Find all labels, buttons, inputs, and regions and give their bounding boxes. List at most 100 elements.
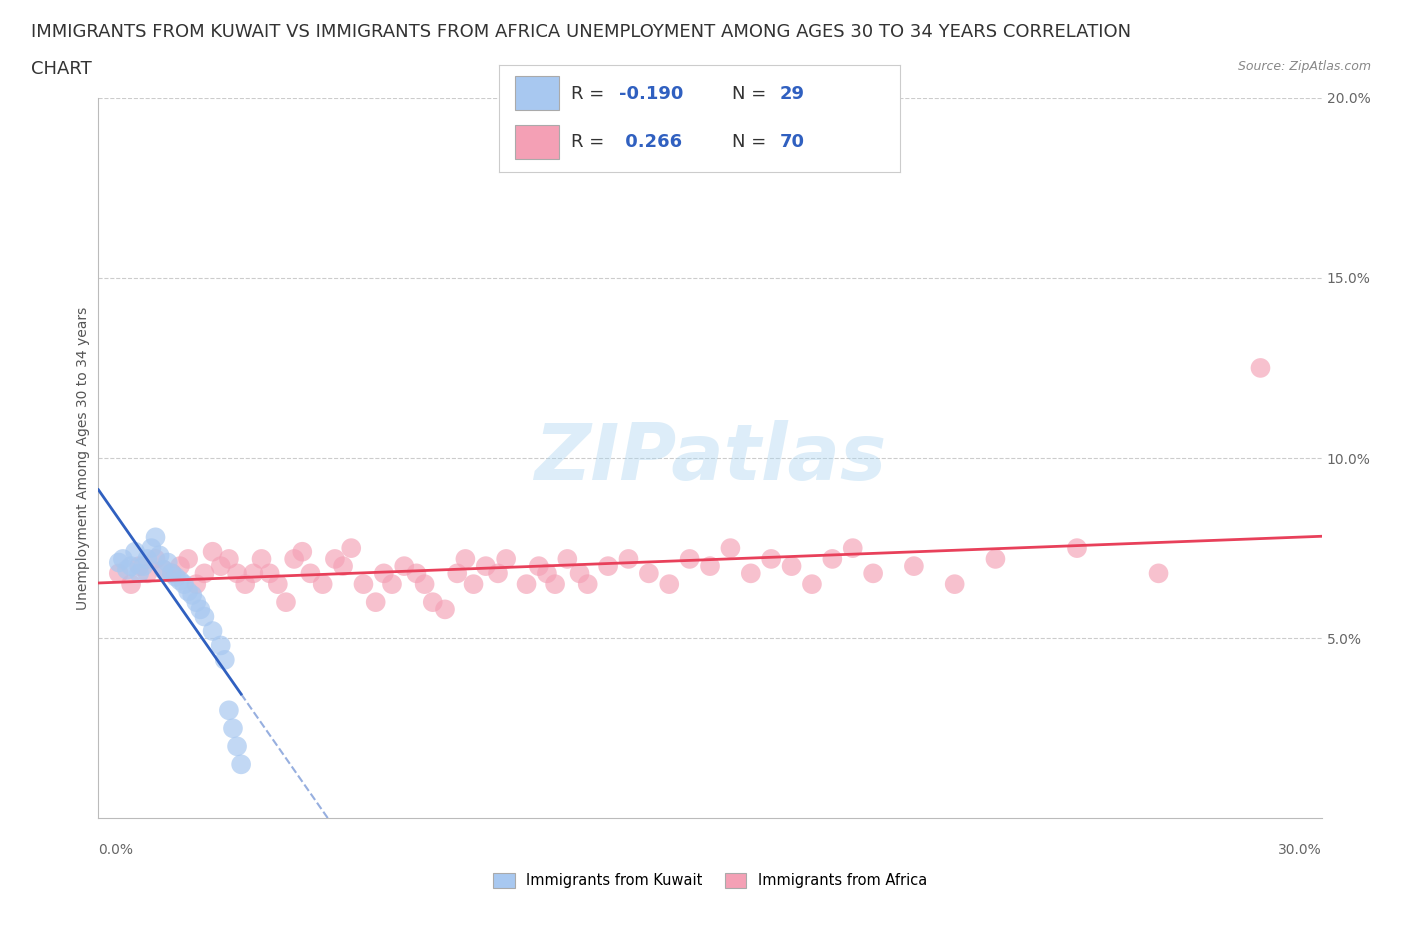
Point <box>108 555 131 570</box>
Point <box>274 595 297 610</box>
Point <box>132 559 155 574</box>
FancyBboxPatch shape <box>515 125 560 159</box>
Point <box>283 551 305 566</box>
Text: 70: 70 <box>779 133 804 151</box>
Text: CHART: CHART <box>31 60 91 78</box>
Text: IMMIGRANTS FROM KUWAIT VS IMMIGRANTS FROM AFRICA UNEMPLOYMENT AMONG AGES 30 TO 3: IMMIGRANTS FROM KUWAIT VS IMMIGRANTS FRO… <box>31 23 1130 41</box>
Point <box>495 551 517 566</box>
Point <box>1249 361 1271 376</box>
Point <box>454 551 477 566</box>
Point <box>145 530 167 545</box>
Text: R =: R = <box>571 133 610 151</box>
Text: 30.0%: 30.0% <box>1278 843 1322 857</box>
Point <box>120 559 142 574</box>
Point <box>177 584 200 599</box>
Point <box>862 565 884 580</box>
Text: 0.266: 0.266 <box>619 133 682 151</box>
Point <box>128 559 150 574</box>
Point <box>169 573 191 588</box>
Point <box>226 565 249 580</box>
Point <box>291 544 314 559</box>
Point <box>108 565 131 580</box>
Point <box>145 551 167 566</box>
Point <box>160 565 183 580</box>
Point <box>250 551 273 566</box>
Point <box>516 577 538 591</box>
Point <box>332 559 354 574</box>
Legend: Immigrants from Kuwait, Immigrants from Africa: Immigrants from Kuwait, Immigrants from … <box>486 867 934 894</box>
Point <box>214 653 236 668</box>
Point <box>152 563 174 578</box>
Point <box>340 540 363 555</box>
Point <box>413 577 436 591</box>
Text: Source: ZipAtlas.com: Source: ZipAtlas.com <box>1237 60 1371 73</box>
Point <box>323 551 346 566</box>
Point <box>658 577 681 591</box>
Point <box>169 559 191 574</box>
Point <box>1147 565 1170 580</box>
Point <box>373 565 395 580</box>
Point <box>740 565 762 580</box>
Point <box>209 638 232 653</box>
Point <box>193 565 215 580</box>
Point <box>598 559 620 574</box>
Point <box>124 544 146 559</box>
Point <box>405 565 427 580</box>
Point <box>780 559 803 574</box>
Point <box>218 551 240 566</box>
Point <box>259 565 281 580</box>
Point <box>312 577 335 591</box>
Text: R =: R = <box>571 85 610 103</box>
Point <box>136 551 159 566</box>
Point <box>984 551 1007 566</box>
Point <box>181 588 204 603</box>
Point <box>242 565 264 580</box>
Point <box>486 565 509 580</box>
Point <box>128 565 150 580</box>
Point <box>821 551 844 566</box>
Point <box>188 602 212 617</box>
Point <box>231 757 253 772</box>
Point <box>474 559 498 574</box>
Point <box>186 577 208 591</box>
Point <box>233 577 256 591</box>
Point <box>761 551 783 566</box>
Point <box>186 595 208 610</box>
Point <box>544 577 567 591</box>
Point <box>209 559 232 574</box>
Point <box>149 548 172 563</box>
Point <box>434 602 457 617</box>
Point <box>718 540 742 555</box>
Point <box>120 577 142 591</box>
Text: -0.190: -0.190 <box>619 85 683 103</box>
Text: N =: N = <box>731 133 772 151</box>
Text: 0.0%: 0.0% <box>98 843 134 857</box>
Point <box>226 738 249 753</box>
Point <box>617 551 640 566</box>
Point <box>222 721 245 736</box>
Point <box>536 565 558 580</box>
Point <box>267 577 290 591</box>
Point <box>352 577 374 591</box>
Point <box>364 595 387 610</box>
Point <box>111 551 134 566</box>
Point <box>841 540 863 555</box>
Point <box>156 555 179 570</box>
Y-axis label: Unemployment Among Ages 30 to 34 years: Unemployment Among Ages 30 to 34 years <box>76 306 90 610</box>
Point <box>392 559 416 574</box>
Point <box>568 565 591 580</box>
Point <box>1066 540 1088 555</box>
Point <box>576 577 599 591</box>
Point <box>679 551 702 566</box>
Point <box>201 544 224 559</box>
Point <box>422 595 444 610</box>
Point <box>218 703 240 718</box>
Text: N =: N = <box>731 85 772 103</box>
Point <box>141 540 163 555</box>
FancyBboxPatch shape <box>515 76 560 110</box>
Point <box>801 577 824 591</box>
Point <box>115 563 138 578</box>
Point <box>463 577 485 591</box>
Point <box>699 559 721 574</box>
Point <box>637 565 661 580</box>
